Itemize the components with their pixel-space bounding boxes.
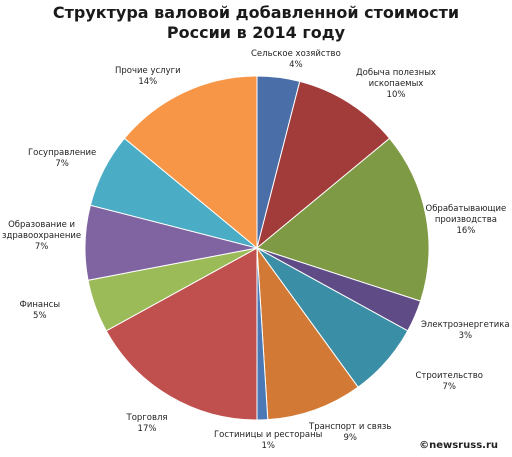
slice-label-name: Транспорт и связь: [309, 422, 392, 432]
slice-label-percent: 14%: [138, 77, 158, 87]
slice-label-percent: 7%: [442, 382, 456, 392]
slice-label-name: Обрабатывающие: [425, 203, 507, 214]
watermark: ©newsruss.ru: [419, 440, 498, 451]
slice-label: Добыча полезных ископаемых 10%: [356, 68, 436, 101]
pie-slice: [123, 75, 258, 250]
slice-label: Финансы 5%: [20, 300, 61, 322]
slice-label-percent: 5%: [33, 311, 47, 321]
chart-title-line-2: России в 2014 году: [166, 23, 346, 42]
slice-label-name: Добыча полезных: [356, 67, 436, 78]
slice-label-name: Гостиницы и рестораны: [214, 430, 323, 440]
slice-label-name: Электроэнергетика: [421, 320, 510, 330]
slice-label-name: Финансы: [19, 300, 61, 310]
chart-title-line-1: Структура валовой добавленной стоимости: [52, 3, 460, 22]
slice-label-name: здравоохранение: [2, 230, 82, 241]
slice-label-percent: 16%: [456, 225, 476, 236]
slice-label-name: ископаемых: [368, 78, 424, 89]
slice-label: Обрабатывающие производства 16%: [426, 204, 507, 237]
slice-label-percent: 10%: [386, 89, 406, 100]
slice-label: Торговля 17%: [127, 413, 168, 435]
chart-title: Структура валовой добавленной стоимости …: [0, 3, 512, 43]
slice-label-percent: 4%: [289, 60, 303, 70]
slice-label-percent: 7%: [55, 159, 69, 169]
pie-slice: [256, 80, 391, 250]
slice-label-name: Прочие услуги: [115, 66, 181, 76]
pie-slice: [256, 246, 359, 421]
slice-label-percent: 9%: [343, 433, 357, 443]
slice-label: Прочие услуги 14%: [115, 66, 181, 88]
slice-label: Гостиницы и рестораны 1%: [214, 430, 322, 452]
slice-label-name: Строительство: [415, 371, 483, 381]
slice-label: Электроэнергетика 3%: [421, 320, 510, 342]
slice-label-name: Сельское хозяйство: [251, 49, 341, 59]
slice-label-name: Образование и: [8, 219, 76, 230]
slice-label-percent: 3%: [458, 331, 473, 341]
slice-label-percent: 7%: [34, 241, 49, 252]
slice-label-name: Торговля: [126, 413, 168, 423]
slice-label: Транспорт и связь 9%: [309, 422, 391, 444]
slice-label: Образование и здравоохранение 7%: [2, 220, 81, 253]
slice-label: Сельское хозяйство 4%: [251, 49, 341, 71]
slice-label-percent: 1%: [261, 441, 275, 451]
slice-label-name: производства: [434, 214, 497, 225]
slice-label: Госуправление 7%: [28, 148, 96, 170]
slice-label-name: Госуправление: [28, 148, 97, 158]
pie-slice: [255, 137, 430, 302]
slice-label: Строительство 7%: [416, 371, 483, 393]
pie-slice: [105, 247, 258, 421]
slice-label-percent: 17%: [137, 424, 157, 434]
